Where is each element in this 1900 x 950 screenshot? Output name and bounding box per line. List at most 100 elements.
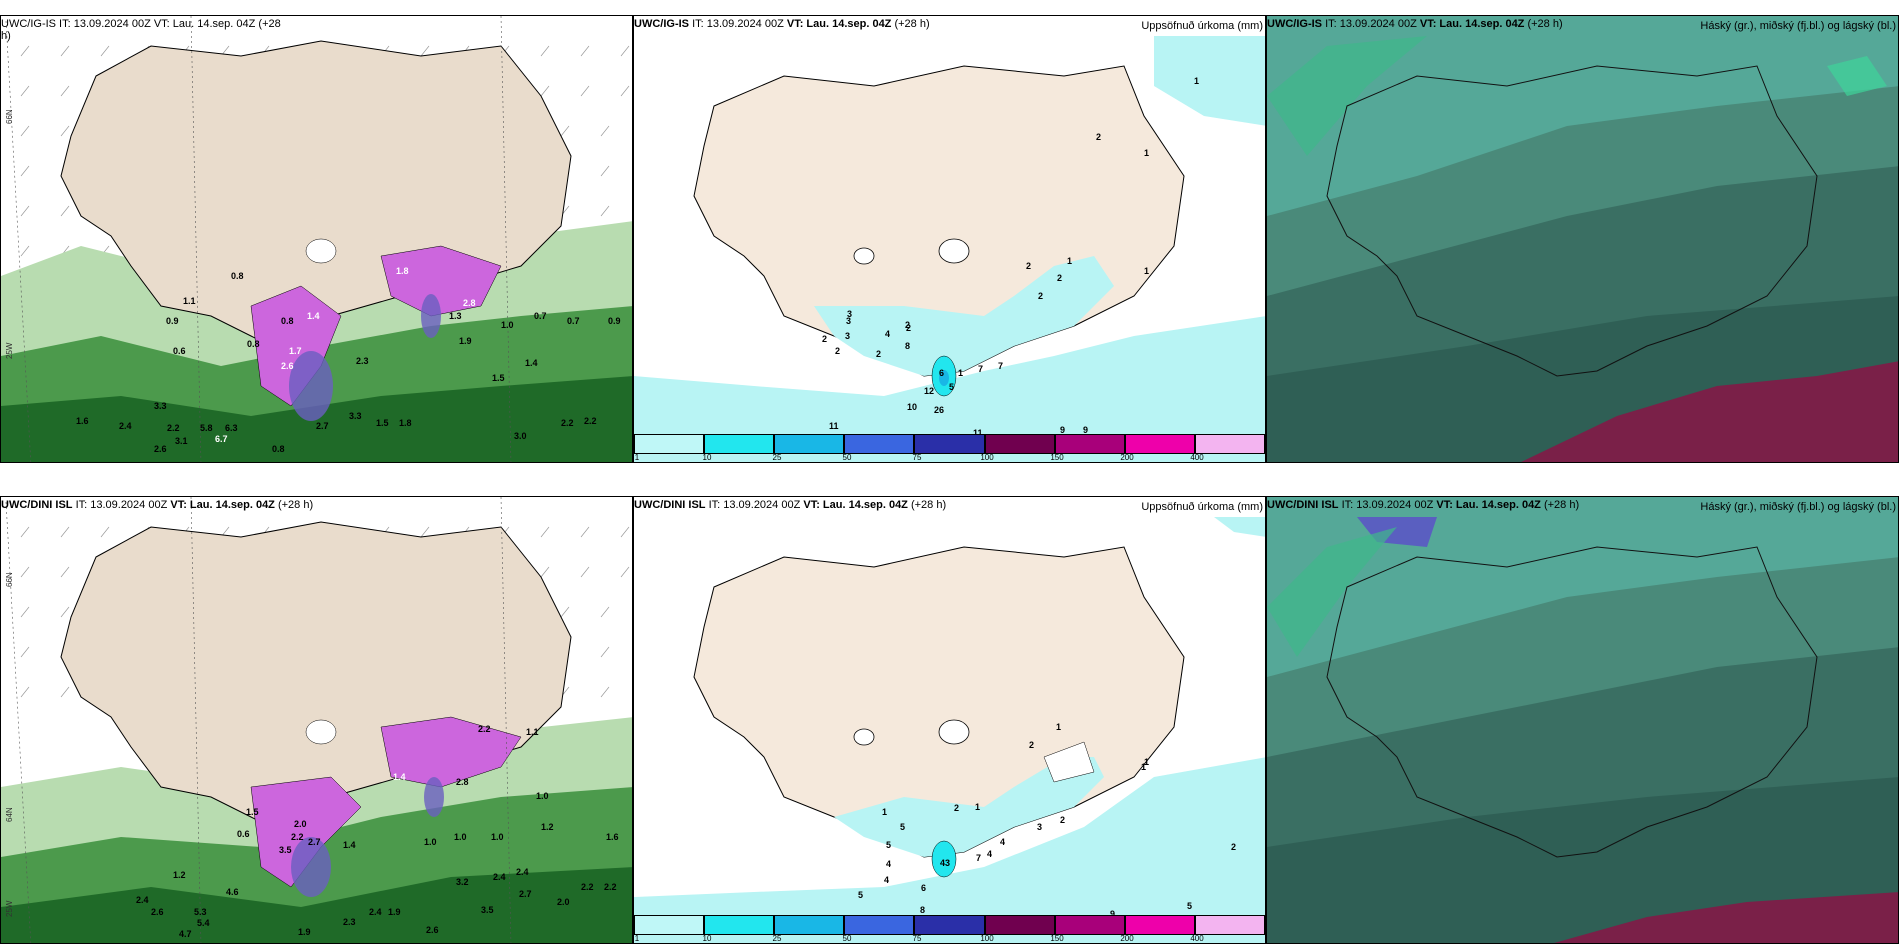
wind-value: 1.0 [501, 320, 514, 330]
wind-value: 0.9 [608, 316, 621, 326]
wind-value: 0.7 [567, 316, 580, 326]
colorbar-swatch [634, 434, 705, 454]
colorbar-labels: 1 10 25 50 75 100 150 200 400 [634, 934, 1265, 943]
wind-value: 2.6 [281, 361, 294, 371]
wind-value: 0.8 [231, 271, 244, 281]
colorbar-tick: 75 [912, 934, 922, 943]
wind-value: 1.0 [424, 837, 437, 847]
wind-value: 1.6 [76, 416, 89, 426]
precip-value: 2 [1038, 291, 1044, 301]
panel-cloud-bottom: UWC/DINI ISL IT: 13.09.2024 00Z VT: Lau.… [1266, 496, 1899, 944]
colorbar-swatch [844, 915, 915, 935]
wind-value: 2.3 [356, 356, 369, 366]
wind-value: 1.3 [449, 311, 462, 321]
cloud-bottom-header: UWC/DINI ISL IT: 13.09.2024 00Z VT: Lau.… [1267, 499, 1580, 511]
precip-map-top [634, 16, 1265, 462]
panel-precip-bottom: UWC/DINI ISL IT: 13.09.2024 00Z VT: Lau.… [633, 496, 1266, 944]
precip-bottom-header: UWC/DINI ISL IT: 13.09.2024 00Z VT: Lau.… [634, 499, 947, 511]
precip-value: 11 [829, 421, 839, 431]
cloud-map-bottom [1267, 497, 1898, 943]
colorbar-tick: 100 [980, 453, 994, 462]
wind-value: 2.2 [478, 724, 491, 734]
colorbar [634, 434, 1265, 454]
cloud-top-header: UWC/IG-IS IT: 13.09.2024 00Z VT: Lau. 14… [1267, 18, 1563, 30]
wind-value: 2.8 [463, 298, 476, 308]
lat-label: 64N [5, 807, 14, 822]
wind-value: 3.5 [279, 845, 292, 855]
wind-value: 2.2 [561, 418, 574, 428]
precip-value: 7 [978, 364, 984, 374]
precip-value: 4 [886, 859, 892, 869]
precip-value: 11 [973, 428, 983, 438]
precip-value: 4 [884, 875, 890, 885]
precip-value: 2 [822, 334, 828, 344]
precip-map-bottom [634, 497, 1265, 943]
colorbar-swatch [914, 434, 985, 454]
colorbar-swatch [634, 915, 705, 935]
wind-value: 1.0 [536, 791, 549, 801]
wind-value: 1.4 [393, 772, 406, 782]
precip-top-header: UWC/IG-IS IT: 13.09.2024 00Z VT: Lau. 14… [634, 18, 930, 30]
panel-cloud-top: UWC/IG-IS IT: 13.09.2024 00Z VT: Lau. 14… [1266, 15, 1899, 463]
wind-value: 1.4 [307, 311, 320, 321]
precip-value: 2 [1096, 132, 1102, 142]
precip-value: 2 [1231, 842, 1237, 852]
precip-value: 5 [949, 382, 955, 392]
colorbar-swatch [774, 915, 845, 935]
colorbar-tick: 10 [702, 934, 712, 943]
precip-value: 6 [939, 368, 945, 378]
precip-value: 2 [1057, 273, 1063, 283]
colorbar-tick: 1 [634, 453, 640, 462]
lat-label: 25W [5, 342, 14, 359]
wind-value: 3.5 [481, 905, 494, 915]
wind-value: 1.7 [289, 346, 302, 356]
wind-value: 0.8 [281, 316, 294, 326]
precip-value: 7 [998, 361, 1004, 371]
precip-value: 2 [954, 803, 960, 813]
precip-value: 9 [1060, 425, 1066, 435]
wind-value: 2.4 [369, 907, 382, 917]
precip-value: 2 [1060, 815, 1066, 825]
colorbar-swatch [1124, 434, 1195, 454]
colorbar-swatch [704, 915, 775, 935]
colorbar-swatch [914, 915, 985, 935]
wind-value: 2.0 [294, 819, 307, 829]
wind-value: 1.5 [246, 807, 259, 817]
wind-value: 2.7 [316, 421, 329, 431]
precip-value: 8 [920, 905, 926, 915]
wind-value: 2.4 [516, 867, 529, 877]
panel-wind-top: UWC/IG-IS IT: 13.09.2024 00Z VT: Lau. 14… [0, 15, 633, 463]
precip-value: 2 [835, 346, 841, 356]
precip-title: Uppsöfnuð úrkoma (mm) [1141, 501, 1263, 513]
precip-value: 1 [1067, 256, 1073, 266]
precip-value: 26 [934, 405, 945, 415]
lat-label: 66N [5, 109, 14, 124]
wind-value: 2.7 [519, 889, 532, 899]
precip-value: 8 [905, 341, 911, 351]
wind-value: 2.4 [119, 421, 132, 431]
wind-value: 2.2 [167, 423, 180, 433]
precip-value: 5 [900, 822, 906, 832]
colorbar-tick: 150 [1050, 453, 1064, 462]
precip-value: 6 [921, 883, 927, 893]
colorbar-swatch [984, 434, 1055, 454]
colorbar-labels: 1 10 25 50 75 100 150 200 400 [634, 453, 1265, 462]
precip-value: 2 [1026, 261, 1032, 271]
wind-value: 0.9 [166, 316, 179, 326]
precip-value: 9 [1083, 425, 1089, 435]
precip-value: 2 [1029, 740, 1035, 750]
wind-value: 1.5 [492, 373, 505, 383]
colorbar-swatch [1124, 915, 1195, 935]
precip-value: 7 [976, 853, 982, 863]
wind-value: 2.4 [136, 895, 149, 905]
precip-value: 43 [940, 858, 951, 868]
wind-value: 2.2 [584, 416, 597, 426]
precip-value: 1 [958, 368, 964, 378]
precip-title: Uppsöfnuð úrkoma (mm) [1141, 20, 1263, 32]
wind-value: 5.8 [200, 423, 213, 433]
wind-value: 1.0 [491, 832, 504, 842]
colorbar-tick: 50 [842, 934, 852, 943]
precip-value: 1 [1056, 722, 1062, 732]
wind-value: 1.9 [388, 907, 401, 917]
wind-value: 1.2 [173, 870, 186, 880]
